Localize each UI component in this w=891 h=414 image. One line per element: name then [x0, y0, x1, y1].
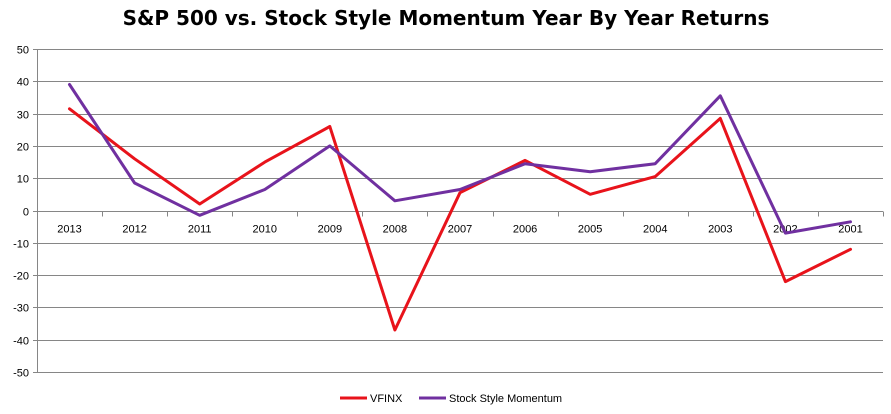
y-tick-label: 50: [17, 45, 29, 57]
y-axis-tick-labels: 50 40 30 20 10 0 -10 -20 -30 -40 -50: [13, 45, 29, 380]
x-tick-label: 2003: [708, 224, 732, 236]
series-lines: [68, 83, 852, 332]
y-tick-label: 40: [17, 77, 29, 89]
x-tick-label: 2006: [513, 224, 537, 236]
legend-label: VFINX: [370, 393, 403, 405]
y-tick-label: 20: [17, 142, 29, 154]
y-tick-label: -10: [13, 239, 29, 251]
legend-label: Stock Style Momentum: [449, 393, 562, 405]
x-tick-label: 2012: [122, 224, 146, 236]
x-tick-label: 2008: [383, 224, 407, 236]
y-tick-label: -20: [13, 271, 29, 283]
series-line-vfinx: [68, 107, 852, 332]
series-line-stock-style-momentum: [68, 83, 852, 235]
y-tick-label: -40: [13, 336, 29, 348]
x-tick-label: 2007: [448, 224, 472, 236]
y-tick-label: -30: [13, 303, 29, 315]
x-tick-label: 2005: [578, 224, 602, 236]
x-tick-label: 2009: [318, 224, 342, 236]
x-tick-label: 2013: [57, 224, 81, 236]
chart-title: S&P 500 vs. Stock Style Momentum Year By…: [123, 6, 770, 30]
y-tick-label: 0: [23, 207, 29, 219]
x-tick-label: 2011: [188, 224, 212, 236]
x-axis-tick-labels: 2013 2012 2011 2010 2009 2008 2007 2006 2005 2004…: [57, 224, 862, 236]
y-tick-label: 30: [17, 110, 29, 122]
x-tick-label: 2004: [643, 224, 667, 236]
x-tick-label: 2010: [253, 224, 277, 236]
x-tick-label: 2001: [838, 224, 862, 236]
y-tick-label: 10: [17, 174, 29, 186]
legend: VFINX Stock Style Momentum: [340, 393, 562, 405]
y-tick-label: -50: [13, 368, 29, 380]
axes: [33, 49, 884, 373]
